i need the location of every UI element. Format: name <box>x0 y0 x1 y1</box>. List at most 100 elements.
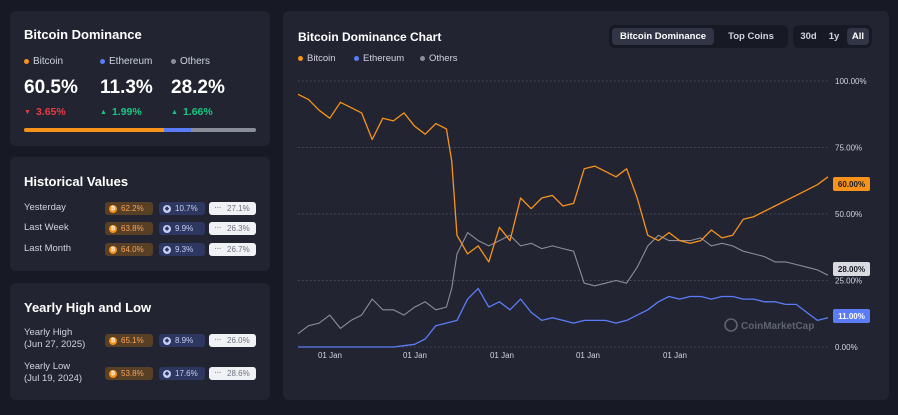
range-30d-button[interactable]: 30d <box>800 31 817 42</box>
yearly-title: Yearly High and Low <box>24 300 152 315</box>
bitcoin-icon: ₿ <box>109 204 117 213</box>
tab-bitcoin-dominance[interactable]: Bitcoin Dominance <box>612 28 714 45</box>
chart-legend-others-label: Others <box>429 53 458 64</box>
historical-btc-pill: ₿ 63.8% <box>105 222 153 235</box>
ethereum-dot-icon <box>354 56 359 61</box>
yearly-high-text: Yearly High <box>24 327 73 338</box>
historical-eth-value: 9.9% <box>175 224 194 233</box>
yearly-eth-pill: ◆ 8.9% <box>159 334 205 347</box>
bitcoin-dot-icon <box>298 56 303 61</box>
historical-others-value: 27.1% <box>227 204 250 213</box>
chart-legend-others[interactable]: Others <box>420 53 458 64</box>
dots-icon: ··· <box>214 225 222 232</box>
historical-eth-value: 10.7% <box>175 204 198 213</box>
yearly-low-text: Yearly Low <box>24 361 71 372</box>
ethereum-icon: ◆ <box>163 245 171 254</box>
ethereum-icon: ◆ <box>163 369 171 378</box>
dominance-share-bar <box>24 128 256 132</box>
series-line-others <box>297 232 829 335</box>
historical-row-label: Yesterday <box>24 202 66 213</box>
historical-others-pill: ··· 26.3% <box>209 222 256 235</box>
others-dominance-value: 28.2% <box>171 77 225 98</box>
ethereum-current-tag-bg <box>833 309 870 323</box>
ethereum-icon: ◆ <box>163 336 171 345</box>
bitcoin-share-segment <box>24 128 165 132</box>
yearly-high-low-card: Yearly High and Low Yearly High (Jun 27,… <box>10 283 270 400</box>
caret-up-icon: ▲ <box>100 108 107 116</box>
yearly-high-label: Yearly High (Jun 27, 2025) <box>24 327 85 351</box>
dominance-chart-card: Bitcoin Dominance Chart Bitcoin Dominanc… <box>283 11 889 400</box>
others-current-tag-bg <box>833 262 870 276</box>
y-tick-label: 25.00% <box>835 277 862 286</box>
historical-eth-pill: ◆ 10.7% <box>159 202 205 215</box>
yearly-btc-value: 65.1% <box>121 336 144 345</box>
tab-top-coins[interactable]: Top Coins <box>728 31 774 42</box>
yearly-others-pill: ··· 26.0% <box>209 334 256 347</box>
historical-others-value: 26.3% <box>227 224 250 233</box>
historical-btc-value: 62.2% <box>121 204 144 213</box>
historical-row-label: Last Week <box>24 222 69 233</box>
bitcoin-current-tag: 60.00% <box>838 180 865 189</box>
bitcoin-icon: ₿ <box>109 369 117 378</box>
legend-others: Others <box>171 56 210 67</box>
y-tick-label: 75.00% <box>835 144 862 153</box>
historical-others-value: 26.7% <box>227 245 250 254</box>
yearly-others-pill: ··· 28.6% <box>209 367 256 380</box>
legend-ethereum: Ethereum <box>100 56 152 67</box>
y-tick-label: 0.00% <box>835 343 858 352</box>
caret-down-icon: ▼ <box>24 108 31 116</box>
bitcoin-current-tag-bg <box>833 177 870 191</box>
dominance-card: Bitcoin Dominance Bitcoin Ethereum Other… <box>10 11 270 146</box>
legend-ethereum-label: Ethereum <box>109 56 153 67</box>
coinmarketcap-logo-icon <box>724 318 738 332</box>
historical-btc-value: 63.8% <box>121 224 144 233</box>
historical-btc-value: 64.0% <box>121 245 144 254</box>
x-tick-label: 01 Jan <box>663 351 687 360</box>
others-dot-icon <box>420 56 425 61</box>
chart-legend-bitcoin[interactable]: Bitcoin <box>298 53 336 64</box>
others-dot-icon <box>171 59 176 64</box>
bitcoin-icon: ₿ <box>109 336 117 345</box>
dominance-line-chart[interactable]: 100.00% 75.00% 50.00% 25.00% 0.00% 01 Jan 01 J… <box>283 11 889 400</box>
watermark: CoinMarketCap <box>741 321 814 332</box>
chart-title: Bitcoin Dominance Chart <box>298 30 442 44</box>
dots-icon: ··· <box>214 205 222 212</box>
series-line-ethereum <box>298 287 829 348</box>
historical-eth-pill: ◆ 9.3% <box>159 243 205 256</box>
x-tick-label: 01 Jan <box>490 351 514 360</box>
others-change-value: 1.66% <box>182 106 213 118</box>
range-all-button[interactable]: All <box>847 28 869 45</box>
historical-title: Historical Values <box>24 174 129 189</box>
chart-type-tabs: Bitcoin Dominance Top Coins <box>609 25 788 48</box>
time-range-tabs: 30d 1y All <box>793 25 872 48</box>
historical-others-pill: ··· 26.7% <box>209 243 256 256</box>
ethereum-change-value: 1.99% <box>111 106 142 118</box>
historical-eth-pill: ◆ 9.9% <box>159 222 205 235</box>
historical-values-card: Historical Values Yesterday ₿ 62.2% ◆ 10.7… <box>10 157 270 271</box>
dots-icon: ··· <box>214 337 222 344</box>
yearly-btc-value: 53.8% <box>121 369 144 378</box>
historical-eth-value: 9.3% <box>175 245 194 254</box>
yearly-eth-value: 8.9% <box>175 336 194 345</box>
ethereum-share-segment <box>164 128 191 132</box>
historical-btc-pill: ₿ 64.0% <box>105 243 153 256</box>
ethereum-dot-icon <box>100 59 105 64</box>
legend-bitcoin: Bitcoin <box>24 56 63 67</box>
yearly-eth-value: 17.6% <box>175 369 198 378</box>
chart-legend-ethereum[interactable]: Ethereum <box>354 53 404 64</box>
yearly-low-date: (Jul 19, 2024) <box>24 373 83 384</box>
range-1y-button[interactable]: 1y <box>828 31 840 42</box>
legend-others-label: Others <box>180 56 211 67</box>
historical-others-pill: ··· 27.1% <box>209 202 256 215</box>
ethereum-icon: ◆ <box>163 224 171 233</box>
dots-icon: ··· <box>214 370 222 377</box>
y-tick-label: 100.00% <box>835 77 867 86</box>
ethereum-dominance-value: 11.3% <box>100 77 153 98</box>
legend-bitcoin-label: Bitcoin <box>33 56 64 67</box>
yearly-low-label: Yearly Low (Jul 19, 2024) <box>24 361 82 385</box>
bitcoin-icon: ₿ <box>109 245 117 254</box>
yearly-eth-pill: ◆ 17.6% <box>159 367 205 380</box>
yearly-others-value: 26.0% <box>227 336 250 345</box>
yearly-btc-pill: ₿ 65.1% <box>105 334 153 347</box>
bitcoin-change: ▼ 3.65% <box>24 106 66 118</box>
